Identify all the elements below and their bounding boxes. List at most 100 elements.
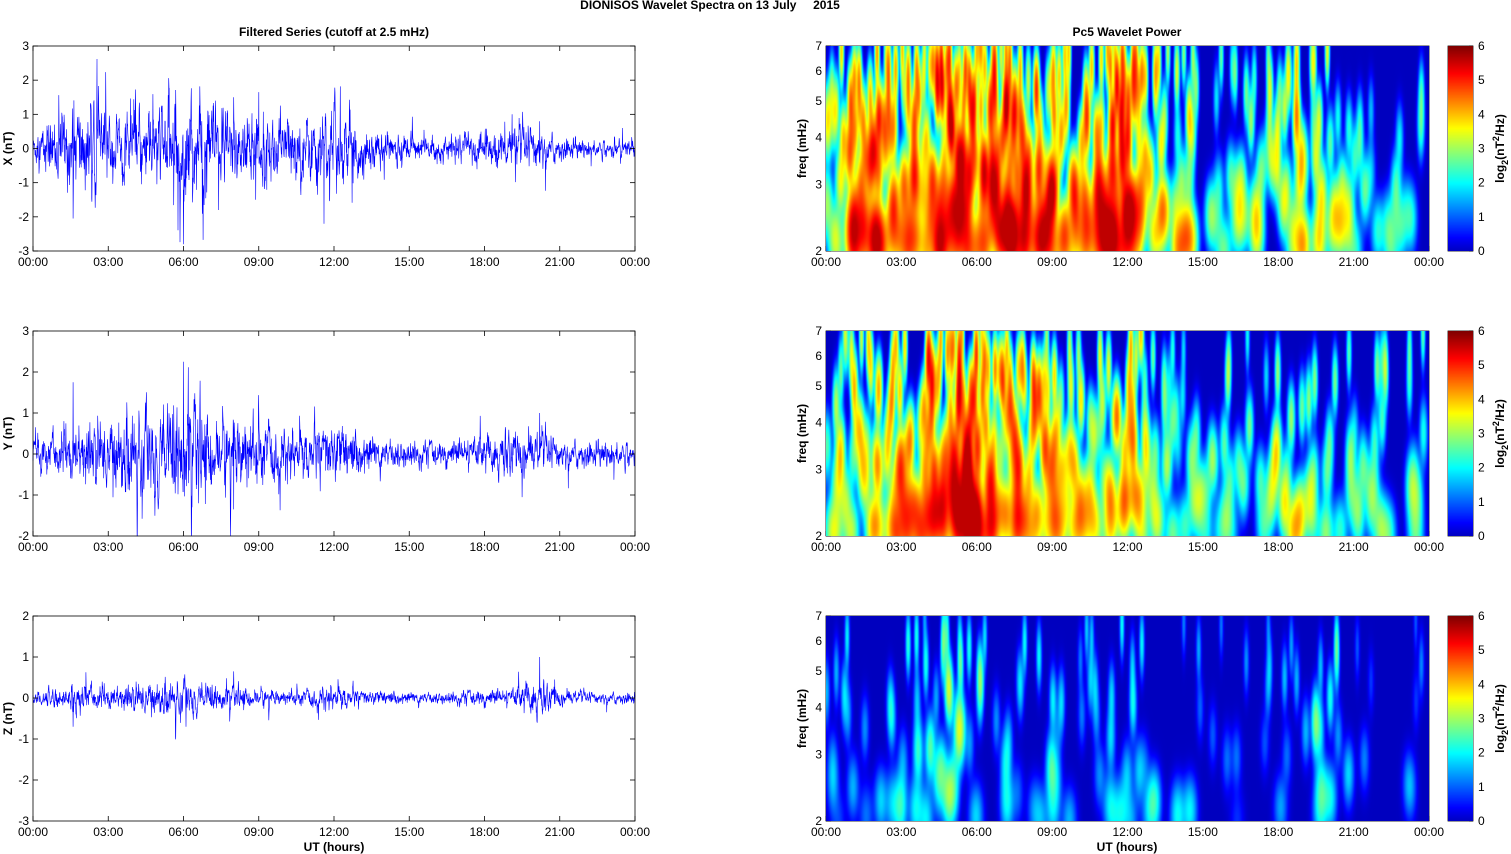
freq-tick-label: 2 — [815, 244, 822, 258]
ytick-label: 3 — [22, 39, 29, 53]
xtick-label: 00:00 — [18, 825, 48, 839]
freq-tick-label: 4 — [815, 416, 822, 430]
xtick-label: 03:00 — [886, 255, 916, 269]
freq-tick-label: 7 — [815, 324, 822, 338]
colorbar-tick-label: 6 — [1478, 324, 1485, 338]
spectrogram-z — [826, 616, 1429, 821]
xtick-label: 21:00 — [545, 825, 575, 839]
xtick-label: 00:00 — [1414, 540, 1444, 554]
xtick-label: 03:00 — [886, 540, 916, 554]
xtick-label: 06:00 — [168, 540, 198, 554]
colorbar-label: log2(nT2/Hz) — [1491, 684, 1510, 753]
colorbar — [1448, 616, 1473, 821]
freq-tick-label: 5 — [815, 664, 822, 678]
colorbar-label: log2(nT2/Hz) — [1491, 399, 1510, 468]
colorbar-tick-label: 4 — [1478, 107, 1485, 121]
xtick-label: 15:00 — [394, 825, 424, 839]
ytick-label: 3 — [22, 324, 29, 338]
xtick-label: 00:00 — [620, 540, 650, 554]
series-line-z — [32, 656, 636, 740]
xtick-label: 06:00 — [962, 540, 992, 554]
xtick-label: 06:00 — [962, 255, 992, 269]
colorbar-tick-label: 3 — [1478, 427, 1485, 441]
colorbar — [1448, 46, 1473, 251]
colorbar-tick-label: 2 — [1478, 746, 1485, 760]
ytick-label: 0 — [22, 142, 29, 156]
xtick-label: 00:00 — [620, 255, 650, 269]
colorbar-tick-label: 6 — [1478, 609, 1485, 623]
ytick-label: 2 — [22, 609, 29, 623]
xtick-label: 00:00 — [1414, 255, 1444, 269]
colorbar-tick-label: 4 — [1478, 677, 1485, 691]
xtick-label: 06:00 — [168, 825, 198, 839]
ytick-label: -2 — [18, 773, 29, 787]
freq-ylabel: freq (mHz) — [795, 689, 809, 748]
xtick-label: 12:00 — [1112, 540, 1142, 554]
colorbar-tick-label: 1 — [1478, 210, 1485, 224]
left-column-title: Filtered Series (cutoff at 2.5 mHz) — [239, 25, 429, 39]
freq-tick-label: 3 — [815, 748, 822, 762]
xtick-label: 15:00 — [1188, 540, 1218, 554]
ytick-label: -1 — [18, 488, 29, 502]
xtick-label: 03:00 — [93, 540, 123, 554]
freq-tick-label: 3 — [815, 178, 822, 192]
ytick-label: -3 — [18, 244, 29, 258]
xtick-label: 15:00 — [1188, 255, 1218, 269]
xtick-label: 00:00 — [811, 825, 841, 839]
ytick-label: -1 — [18, 176, 29, 190]
colorbar-tick-label: 5 — [1478, 73, 1485, 87]
colorbar-label: log2(nT2/Hz) — [1491, 114, 1510, 183]
ytick-label: 2 — [22, 73, 29, 87]
xtick-label: 06:00 — [962, 825, 992, 839]
xtick-label: 03:00 — [886, 825, 916, 839]
xtick-label: 12:00 — [1112, 255, 1142, 269]
colorbar-tick-label: 1 — [1478, 495, 1485, 509]
freq-tick-label: 4 — [815, 701, 822, 715]
colorbar-tick-label: 3 — [1478, 142, 1485, 156]
freq-tick-label: 7 — [815, 39, 822, 53]
xtick-label: 00:00 — [811, 540, 841, 554]
colorbar-tick-label: 0 — [1478, 244, 1485, 258]
spectrogram-y — [826, 331, 1429, 536]
colorbar-tick-label: 2 — [1478, 461, 1485, 475]
freq-tick-label: 5 — [815, 94, 822, 108]
xtick-label: 21:00 — [545, 540, 575, 554]
xtick-label: 00:00 — [1414, 825, 1444, 839]
xtick-label: 12:00 — [319, 825, 349, 839]
freq-tick-label: 4 — [815, 131, 822, 145]
xtick-label: 18:00 — [1263, 825, 1293, 839]
ytick-label: -2 — [18, 210, 29, 224]
xtick-label: 12:00 — [1112, 825, 1142, 839]
xtick-label: 21:00 — [545, 255, 575, 269]
ylabel-x: X (nT) — [1, 132, 15, 166]
colorbar-tick-label: 1 — [1478, 780, 1485, 794]
xtick-label: 00:00 — [18, 255, 48, 269]
xtick-label: 00:00 — [620, 825, 650, 839]
xtick-label: 09:00 — [1037, 540, 1067, 554]
ytick-label: 1 — [22, 107, 29, 121]
freq-ylabel: freq (mHz) — [795, 119, 809, 178]
xtick-label: 06:00 — [168, 255, 198, 269]
colorbar-tick-label: 6 — [1478, 39, 1485, 53]
xtick-label: 18:00 — [469, 825, 499, 839]
colorbar-tick-label: 5 — [1478, 358, 1485, 372]
series-line-x — [32, 58, 636, 245]
left-xlabel: UT (hours) — [304, 840, 365, 854]
freq-tick-label: 3 — [815, 463, 822, 477]
freq-tick-label: 6 — [815, 64, 822, 78]
xtick-label: 12:00 — [319, 540, 349, 554]
colorbar-tick-label: 0 — [1478, 529, 1485, 543]
xtick-label: 09:00 — [244, 255, 274, 269]
spectrogram-x — [826, 46, 1429, 251]
freq-tick-label: 2 — [815, 529, 822, 543]
xtick-label: 09:00 — [244, 540, 274, 554]
xtick-label: 09:00 — [244, 825, 274, 839]
xtick-label: 18:00 — [1263, 255, 1293, 269]
xtick-label: 15:00 — [1188, 825, 1218, 839]
xtick-label: 12:00 — [319, 255, 349, 269]
colorbar-tick-label: 4 — [1478, 392, 1485, 406]
xtick-label: 09:00 — [1037, 825, 1067, 839]
xtick-label: 15:00 — [394, 540, 424, 554]
xtick-label: 18:00 — [469, 540, 499, 554]
